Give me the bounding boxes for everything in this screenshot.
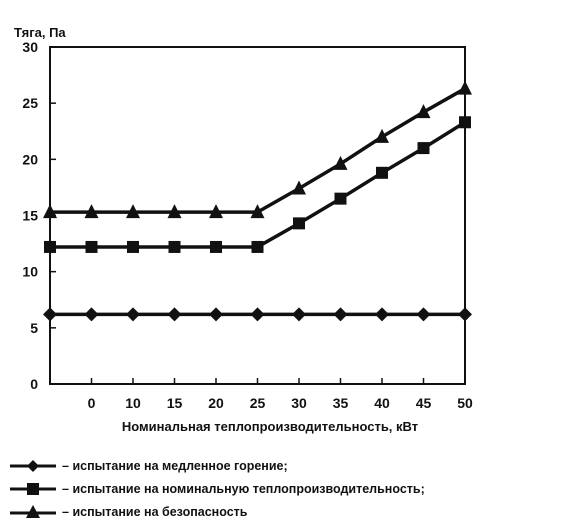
- x-tick-label: 40: [374, 395, 390, 411]
- legend-swatch-square: [10, 482, 56, 495]
- legend-label-slow-burning: – испытание на медленное горение;: [62, 458, 288, 473]
- data-point-safety: [126, 204, 140, 219]
- legend-item-slow-burning: – испытание на медленное горение;: [8, 454, 563, 477]
- data-point-slow-burning: [333, 307, 348, 322]
- y-tick-label: 25: [22, 95, 38, 111]
- data-point-safety: [416, 104, 431, 119]
- x-tick-label: 15: [167, 395, 183, 411]
- data-point-safety: [167, 204, 182, 219]
- data-point-nominal-heat-output: [251, 240, 264, 253]
- line-chart: Тяга, Па 0 5 10 15 20 25 30 0 10 15 20 25 30 35 40 45 5…: [14, 25, 473, 434]
- data-point-slow-burning: [43, 307, 57, 322]
- data-point-slow-burning: [416, 307, 431, 322]
- data-point-safety: [209, 204, 223, 219]
- x-tick-label: 10: [125, 395, 141, 411]
- data-point-slow-burning: [126, 307, 140, 322]
- data-point-safety: [84, 204, 99, 219]
- data-point-slow-burning: [375, 307, 389, 322]
- x-axis: 0 10 15 20 25 30 35 40 45 50: [49, 378, 473, 411]
- y-tick-label: 5: [30, 320, 38, 336]
- data-point-safety: [43, 204, 57, 219]
- data-point-nominal-heat-output: [85, 240, 98, 253]
- data-point-nominal-heat-output: [293, 217, 305, 230]
- data-point-nominal-heat-output: [376, 166, 388, 179]
- data-point-slow-burning: [167, 307, 182, 322]
- data-point-nominal-heat-output: [127, 240, 139, 253]
- data-point-slow-burning: [458, 307, 472, 322]
- legend-label-nominal-heat-output: – испытание на номинальную теплопроизвод…: [62, 481, 425, 496]
- x-tick-label: 35: [333, 395, 349, 411]
- legend-item-nominal-heat-output: – испытание на номинальную теплопроизвод…: [8, 477, 563, 500]
- legend-item-safety: – испытание на безопасность: [8, 500, 563, 523]
- data-point-slow-burning: [84, 307, 99, 322]
- data-point-safety: [250, 204, 265, 219]
- data-point-safety: [333, 155, 348, 170]
- data-point-slow-burning: [209, 307, 223, 322]
- data-point-nominal-heat-output: [459, 116, 471, 129]
- y-tick-label: 15: [22, 208, 38, 224]
- x-tick-label: 50: [457, 395, 473, 411]
- y-tick-label: 10: [22, 264, 38, 280]
- series-layer: [43, 80, 472, 322]
- x-tick-label: 25: [250, 395, 266, 411]
- data-point-slow-burning: [292, 307, 306, 322]
- data-point-nominal-heat-output: [334, 192, 347, 205]
- data-point-safety: [375, 128, 389, 143]
- data-point-safety: [458, 80, 472, 95]
- y-tick-label: 30: [22, 39, 38, 55]
- data-point-nominal-heat-output: [210, 240, 222, 253]
- data-point-nominal-heat-output: [417, 142, 430, 155]
- x-tick-label: 20: [208, 395, 224, 411]
- data-point-slow-burning: [250, 307, 265, 322]
- y-axis-label: Тяга, Па: [14, 25, 66, 40]
- y-axis: 0 5 10 15 20 25 30: [22, 39, 56, 392]
- series-line-safety: [50, 87, 466, 214]
- x-tick-label: 0: [88, 395, 96, 411]
- y-tick-label: 0: [30, 376, 38, 392]
- data-point-safety: [292, 180, 306, 195]
- data-point-nominal-heat-output: [168, 240, 181, 253]
- y-tick-label: 20: [22, 151, 38, 167]
- legend-swatch-triangle: [10, 504, 56, 518]
- legend-swatch-diamond: [10, 459, 56, 472]
- series-line-nominal-heat-output: [50, 120, 466, 249]
- x-axis-label: Номинальная теплопроизводительность, кВт: [122, 419, 418, 434]
- legend-label-safety: – испытание на безопасность: [62, 504, 248, 519]
- x-tick-label: 45: [416, 395, 432, 411]
- x-tick-label: 30: [291, 395, 307, 411]
- data-point-nominal-heat-output: [44, 240, 56, 253]
- legend: – испытание на медленное горение; – испы…: [8, 454, 563, 523]
